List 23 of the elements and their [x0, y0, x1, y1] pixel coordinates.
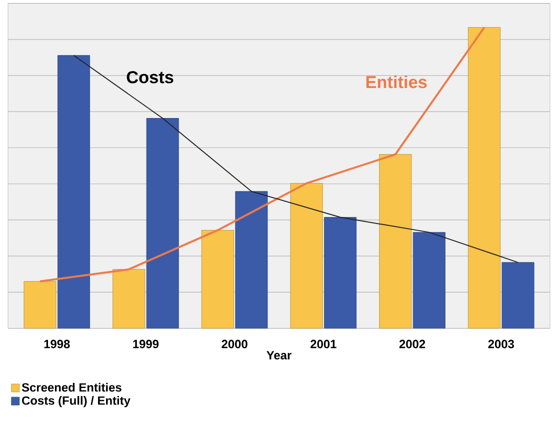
bar [24, 281, 56, 328]
bar [379, 154, 412, 328]
x-tick-label: 2000 [222, 340, 248, 348]
x-tick-label: 1999 [133, 340, 159, 348]
series-label: Costs [126, 70, 174, 84]
x-tick-label: 2001 [310, 340, 336, 348]
bar [502, 262, 534, 328]
x-axis-title: Year [266, 350, 292, 360]
bar [201, 230, 234, 328]
series-label: Entities [366, 75, 427, 88]
bar [58, 55, 90, 328]
bar [290, 182, 323, 328]
x-tick-label: 2003 [488, 340, 514, 348]
bar [112, 268, 146, 328]
bar [412, 232, 446, 328]
legend-label: Screened Entities [22, 382, 122, 392]
legend-label: Costs (Full) / Entity [22, 396, 130, 408]
bar [468, 27, 500, 328]
x-tick-label: 2002 [399, 340, 426, 348]
bar [235, 191, 268, 328]
x-tick-label: 1998 [44, 340, 70, 348]
bar [324, 216, 357, 328]
bar [146, 118, 179, 328]
